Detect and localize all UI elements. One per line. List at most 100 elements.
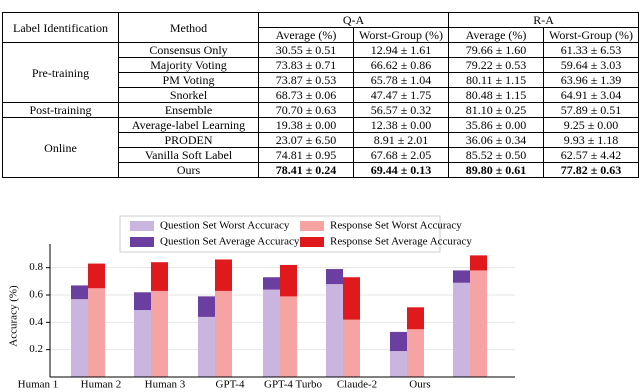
- x-tick-label: Claude-2: [337, 379, 377, 391]
- value-cell: 70.70 ± 0.63: [258, 102, 354, 118]
- bar: [88, 288, 105, 377]
- legend-swatch: [300, 221, 324, 231]
- group-label: Pre-training: [2, 42, 119, 103]
- value-cell: 47.47 ± 1.75: [352, 87, 450, 103]
- value-cell: 67.68 ± 2.05: [352, 147, 450, 163]
- legend-swatch: [130, 237, 154, 247]
- results-table: Label Identification Method Q-A R-A Average …: [2, 12, 640, 178]
- subheader-cell: Worst-Group (%): [352, 27, 450, 43]
- value-cell: 63.96 ± 1.39: [543, 72, 640, 88]
- value-cell: 85.52 ± 0.50: [448, 147, 545, 163]
- bar: [470, 270, 487, 377]
- value-cell: 62.57 ± 4.42: [543, 147, 640, 163]
- value-cell: 79.66 ± 1.60: [448, 42, 545, 58]
- value-cell: 81.10 ± 0.25: [448, 102, 545, 118]
- x-tick-label: Ours: [409, 379, 430, 391]
- value-cell: 12.38 ± 0.00: [352, 117, 450, 133]
- bar: [198, 316, 215, 377]
- value-cell: 69.44 ± 0.13: [352, 162, 450, 178]
- method-cell: Snorkel: [118, 87, 259, 103]
- value-cell: 56.57 ± 0.32: [352, 102, 450, 118]
- value-cell: 65.78 ± 1.04: [352, 72, 450, 88]
- x-tick-label: GPT-4: [216, 379, 245, 391]
- legend-label: Response Set Average Accuracy: [330, 236, 472, 248]
- value-cell: 19.38 ± 0.00: [258, 117, 354, 133]
- y-axis-label: Accuracy (%): [8, 285, 20, 347]
- value-cell: 74.81 ± 0.95: [258, 147, 354, 163]
- subheader-cell: Average (%): [448, 27, 545, 43]
- method-cell: Ours: [118, 162, 259, 178]
- table-row: Majority Voting 73.83 ± 0.71 66.62 ± 0.86 7…: [3, 57, 640, 73]
- value-cell: 9.25 ± 0.00: [543, 117, 640, 133]
- bar: [71, 299, 88, 377]
- value-cell: 89.80 ± 0.61: [448, 162, 545, 178]
- value-cell: 59.64 ± 3.03: [543, 57, 640, 73]
- subheader-cell: Average (%): [258, 27, 354, 43]
- bar: [134, 310, 151, 377]
- table-row: PM Voting 73.87 ± 0.53 65.78 ± 1.04 80.11 ±…: [3, 72, 640, 88]
- bar: [280, 296, 297, 377]
- bar: [326, 284, 343, 377]
- group-label: Post-training: [2, 102, 119, 118]
- value-cell: 9.93 ± 1.18: [543, 132, 640, 148]
- value-cell: 80.48 ± 1.15: [448, 87, 545, 103]
- value-cell: 80.11 ± 1.15: [448, 72, 545, 88]
- bar: [407, 329, 424, 377]
- bar: [343, 319, 360, 377]
- x-tick-label: Human 3: [145, 379, 186, 391]
- header-cell: Method: [118, 12, 259, 43]
- y-tick-label: 0.6: [29, 289, 43, 301]
- x-tick-label: Human 2: [81, 379, 122, 391]
- header-cell: Label Identification: [2, 12, 119, 43]
- legend-label: Response Set Worst Accuracy: [330, 220, 462, 232]
- method-cell: PM Voting: [118, 72, 259, 88]
- value-cell: 73.87 ± 0.53: [258, 72, 354, 88]
- table-row: Label Identification Method Q-A R-A: [2, 12, 640, 43]
- method-cell: Vanilla Soft Label: [118, 147, 259, 163]
- bar: [453, 282, 470, 377]
- value-cell: 30.55 ± 0.51: [258, 42, 354, 58]
- table-row: Pre-training Consensus Only 30.55 ± 0.51 12…: [2, 42, 640, 103]
- value-cell: 77.82 ± 0.63: [543, 162, 640, 178]
- chart: Accuracy (%) 0.2 0.4 0.6 0.8 Question Set Wo…: [8, 215, 515, 391]
- x-tick-label: GPT-4 Turbo: [264, 379, 322, 391]
- bar: [215, 290, 232, 377]
- value-cell: 61.33 ± 6.53: [543, 42, 640, 58]
- table-row: Ours 78.41 ± 0.24 69.44 ± 0.13 89.80 ± 0.61…: [3, 162, 640, 178]
- value-cell: 23.07 ± 6.50: [258, 132, 354, 148]
- legend-label: Question Set Average Accuracy: [160, 236, 300, 248]
- header-cell: R-A: [448, 12, 640, 28]
- bar: [151, 290, 168, 377]
- value-cell: 8.91 ± 2.01: [352, 132, 450, 148]
- legend-swatch: [130, 221, 154, 231]
- header-cell: Q-A: [257, 12, 450, 28]
- method-cell: Average-label Learning: [118, 117, 259, 133]
- method-cell: Consensus Only: [118, 42, 259, 58]
- subheader-cell: Worst-Group (%): [543, 27, 640, 43]
- legend-box: [119, 215, 441, 253]
- y-tick-label: 0.8: [29, 261, 43, 273]
- value-cell: 79.22 ± 0.53: [448, 57, 545, 73]
- legend-swatch: [300, 237, 324, 247]
- value-cell: 36.06 ± 0.34: [448, 132, 545, 148]
- value-cell: 35.86 ± 0.00: [448, 117, 545, 133]
- value-cell: 57.89 ± 0.51: [543, 102, 640, 118]
- bar: [263, 289, 280, 377]
- table-row: Snorkel 68.73 ± 0.06 47.47 ± 1.75 80.48 ± 1…: [3, 87, 640, 103]
- bar: [390, 351, 407, 377]
- method-cell: Ensemble: [118, 102, 259, 118]
- table-row: Online Average-label Learning 19.38 ± 0.00…: [2, 117, 640, 178]
- method-cell: PRODEN: [118, 132, 259, 148]
- y-tick-label: 0.4: [29, 316, 43, 328]
- table-row: PRODEN 23.07 ± 6.50 8.91 ± 2.01 36.06 ± 0.3…: [3, 132, 640, 148]
- table-row: Post-training Ensemble 70.70 ± 0.63 56.57 ±…: [2, 102, 640, 118]
- value-cell: 64.91 ± 3.04: [543, 87, 640, 103]
- method-cell: Majority Voting: [118, 57, 259, 73]
- group-label: Online: [2, 117, 119, 178]
- x-tick-label: Human 1: [18, 379, 59, 391]
- legend-label: Question Set Worst Accuracy: [160, 220, 290, 232]
- value-cell: 73.83 ± 0.71: [258, 57, 354, 73]
- value-cell: 66.62 ± 0.86: [352, 57, 450, 73]
- value-cell: 68.73 ± 0.06: [258, 87, 354, 103]
